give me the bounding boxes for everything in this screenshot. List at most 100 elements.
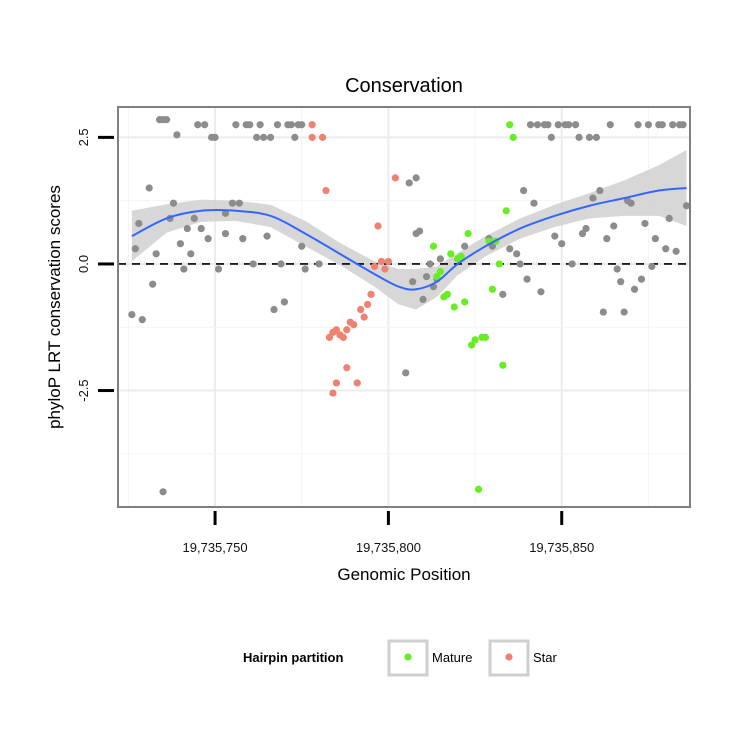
data-point-other: [301, 265, 309, 273]
data-point-other: [523, 275, 531, 283]
data-point-star: [332, 379, 340, 387]
data-point-other: [173, 131, 181, 139]
data-point-star: [325, 333, 334, 341]
data-point-other: [183, 224, 191, 233]
data-point-other: [610, 222, 618, 230]
data-point-other: [603, 235, 611, 243]
axes: 19,735,750 19,735,800 19,735,850 -2.5 0.0 2.5: [76, 128, 594, 555]
data-point-other: [138, 316, 146, 324]
data-point-other: [662, 245, 670, 253]
data-point-star: [322, 186, 330, 195]
data-point-other: [256, 121, 264, 129]
data-point-other: [537, 288, 545, 296]
data-point-other: [298, 242, 306, 250]
data-point-other: [201, 121, 209, 129]
data-point-other: [506, 245, 514, 253]
data-point-other: [644, 121, 653, 129]
data-point-other: [197, 224, 205, 233]
data-point-other: [162, 116, 171, 124]
plot-panel-border: [117, 106, 691, 508]
data-point-mature: [481, 333, 490, 341]
data-point-other: [436, 255, 444, 263]
confidence-band: [131, 150, 687, 310]
data-point-other: [513, 250, 521, 258]
data-point-star: [308, 133, 316, 141]
data-point-other: [606, 121, 614, 129]
data-point-mature: [509, 133, 517, 141]
data-point-star: [367, 290, 375, 298]
data-point-star: [391, 174, 399, 182]
data-point-star: [318, 133, 327, 141]
data-point-other: [516, 260, 524, 268]
data-point-other: [273, 121, 282, 129]
data-point-other: [648, 262, 656, 271]
data-point-mature: [429, 242, 438, 250]
data-point-other: [682, 202, 691, 210]
data-point-other: [277, 260, 285, 268]
data-point-other: [239, 235, 247, 243]
data-point-other: [592, 133, 601, 141]
data-point-other: [568, 260, 576, 268]
data-point-mature: [450, 303, 458, 311]
data-point-other: [131, 245, 139, 253]
data-point-other: [152, 250, 160, 258]
data-point-mature: [468, 341, 476, 349]
data-point-other: [298, 121, 306, 129]
data-point-star: [308, 121, 316, 129]
data-point-other: [419, 295, 427, 304]
data-point-mature: [495, 260, 503, 268]
data-point-star: [370, 262, 379, 271]
data-point-other: [627, 199, 635, 207]
data-point-mature: [443, 290, 451, 298]
data-point-other: [249, 260, 257, 268]
y-axis-title: phyloP LRT conservation scores: [45, 185, 64, 429]
data-point-other: [128, 310, 136, 319]
legend-label-mature: Mature: [432, 650, 472, 665]
data-point-other: [176, 240, 184, 248]
y-tick-label: 0.0: [76, 255, 91, 273]
data-point-other: [412, 174, 420, 182]
legend-dot-mature: [404, 653, 412, 661]
points-layer: [128, 116, 691, 496]
data-point-other: [658, 121, 666, 129]
confidence-band-layer: [131, 150, 687, 310]
data-point-other: [235, 199, 243, 207]
data-point-other: [232, 121, 240, 129]
data-point-other: [149, 280, 157, 288]
data-point-mature: [499, 361, 507, 369]
data-point-other: [461, 242, 469, 250]
data-point-mature: [461, 298, 469, 306]
data-point-star: [381, 265, 389, 273]
data-point-other: [641, 219, 649, 228]
data-point-star: [339, 333, 347, 341]
data-point-other: [613, 265, 621, 273]
data-point-other: [422, 273, 431, 281]
data-point-other: [187, 250, 195, 258]
data-point-mature: [506, 121, 514, 129]
data-point-other: [558, 240, 566, 248]
data-point-other: [630, 285, 639, 293]
data-point-other: [672, 247, 680, 255]
data-point-mature: [433, 273, 441, 281]
data-point-other: [280, 298, 288, 306]
smooth-line: [131, 187, 687, 291]
data-point-other: [228, 199, 236, 207]
data-point-other: [530, 199, 538, 207]
data-point-other: [679, 121, 687, 129]
data-point-mature: [457, 252, 465, 260]
data-point-other: [426, 260, 434, 268]
data-point-star: [343, 364, 351, 372]
data-point-star: [374, 222, 382, 230]
data-point-other: [582, 224, 590, 233]
data-point-star: [357, 305, 365, 314]
data-point-other: [263, 232, 271, 240]
data-point-other: [596, 186, 604, 195]
data-point-other: [145, 184, 153, 192]
data-point-other: [221, 229, 230, 238]
legend: Hairpin partition Mature Star: [243, 639, 558, 677]
data-point-mature: [447, 250, 455, 258]
data-point-other: [575, 133, 583, 141]
data-point-other: [551, 232, 559, 240]
data-point-mature: [488, 285, 496, 293]
